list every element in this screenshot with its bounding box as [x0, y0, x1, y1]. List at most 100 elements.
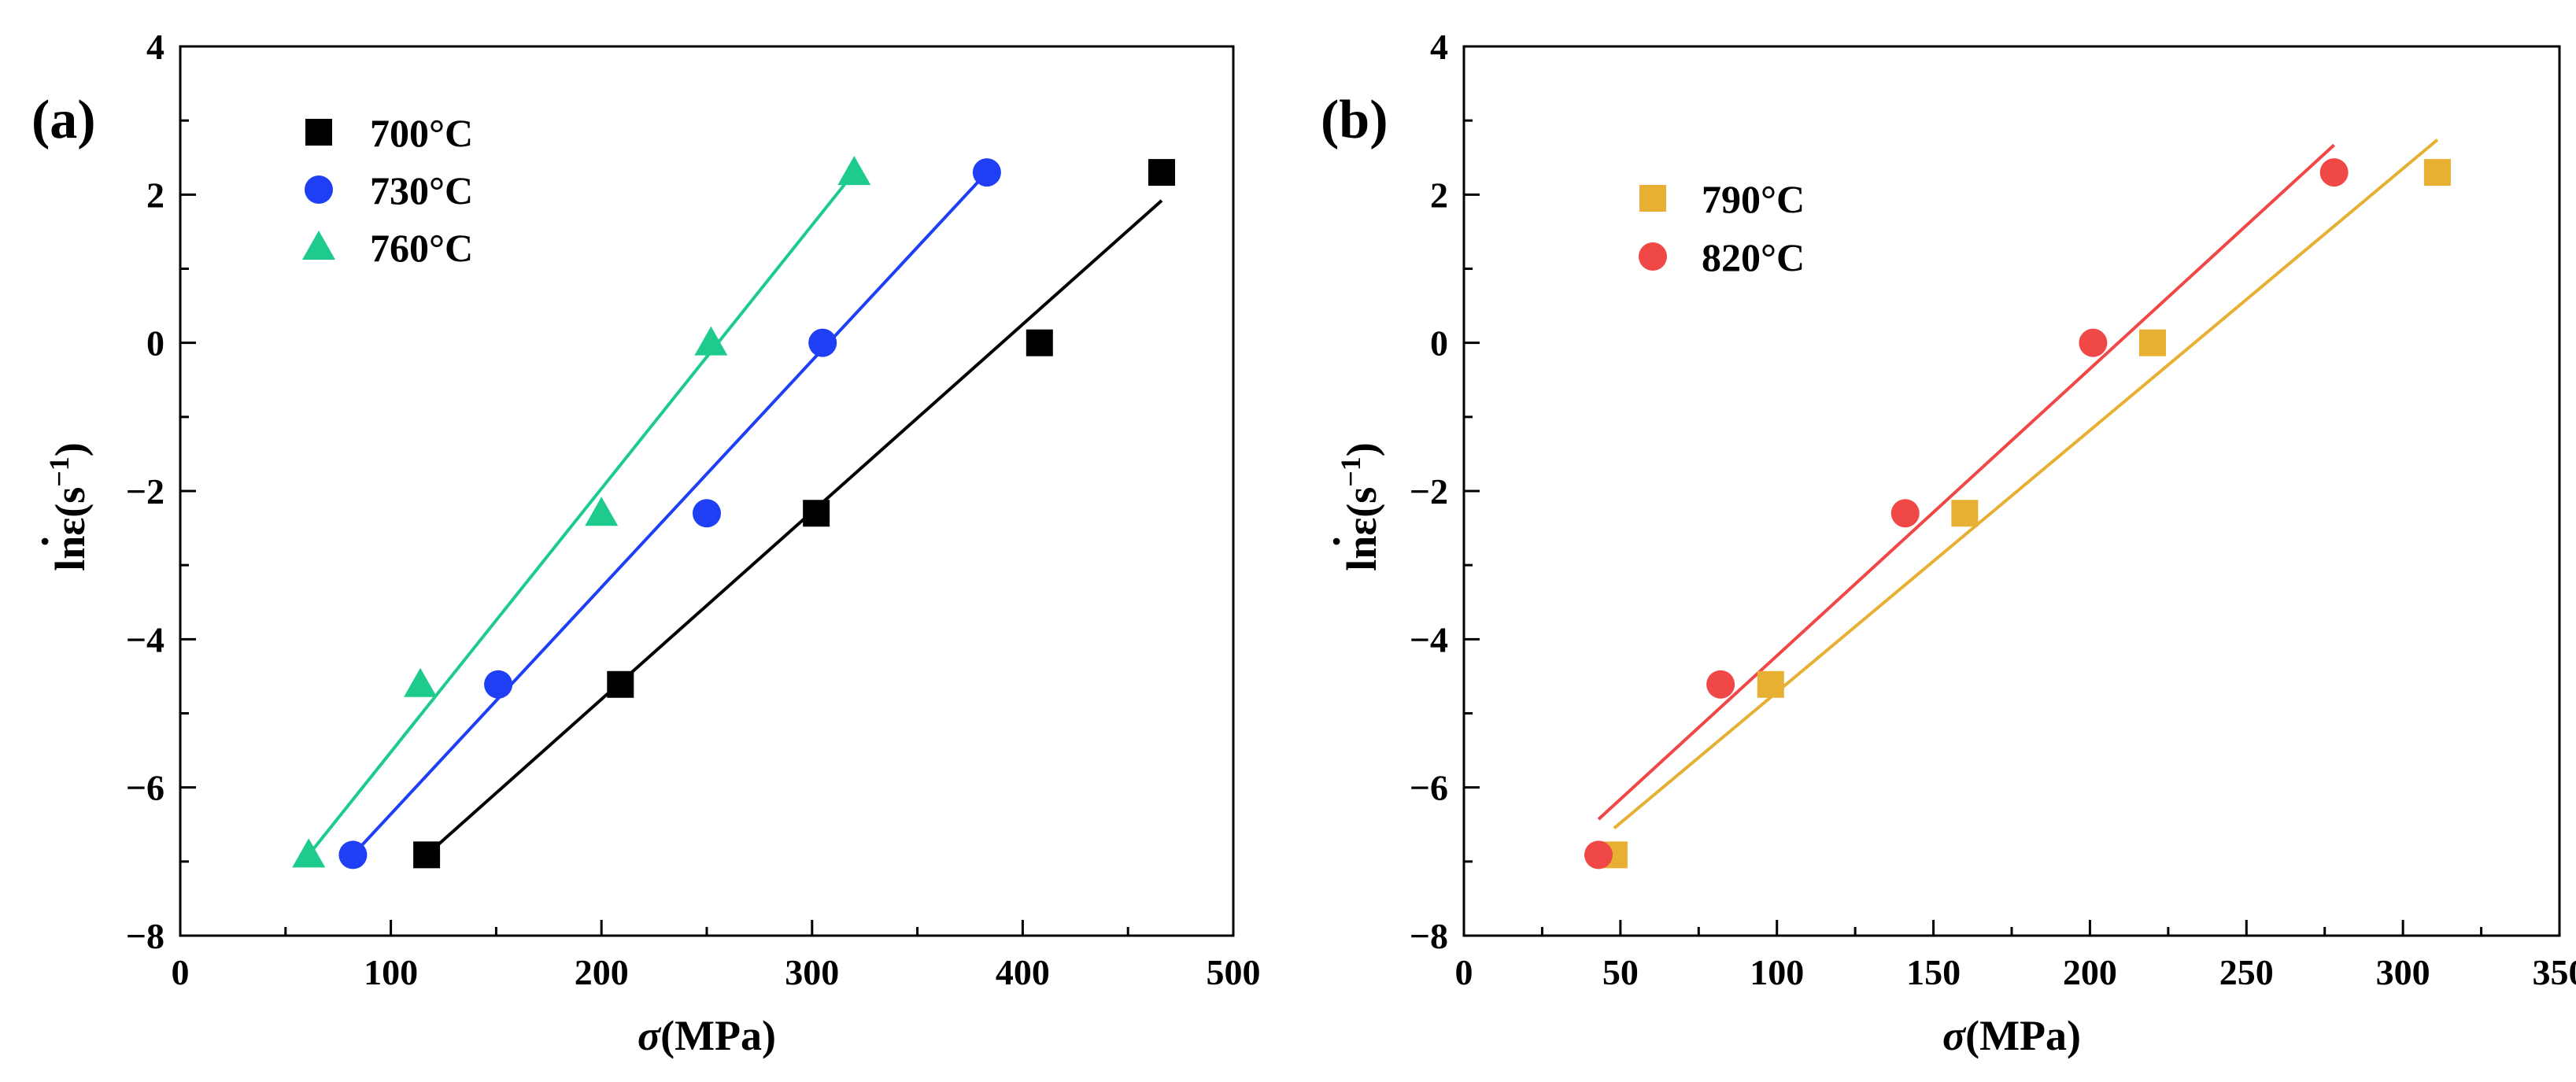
data-point-a: [484, 670, 513, 699]
y-tick-label-a: −4: [126, 619, 164, 659]
data-point-a: [413, 841, 441, 869]
data-point-b: [2138, 329, 2166, 356]
fit-lines-b: [1597, 138, 2439, 829]
y-tick-label-a: 2: [146, 175, 164, 215]
data-point-a: [1148, 159, 1176, 186]
data-point-a: [338, 840, 368, 870]
data-point-a: [404, 667, 438, 697]
x-axis-unit-a: (MPa): [660, 1012, 776, 1059]
y-tick-label-b: 2: [1430, 175, 1448, 215]
data-point-a: [837, 156, 871, 186]
legend-marker-a: [305, 119, 332, 146]
data-point-a: [803, 500, 830, 527]
y-axis-title-b: lnε(s−1) ·: [1313, 442, 1385, 571]
x-tick-label-b: 0: [1455, 952, 1473, 992]
y-axis-title-a: lnε(s−1) ·: [21, 442, 94, 571]
x-tick-label-b: 50: [1602, 952, 1639, 992]
fit-line-b: [1613, 138, 2439, 829]
data-point-a: [693, 499, 721, 528]
legend-marker-a: [302, 231, 335, 260]
legend-marker-b: [1639, 242, 1667, 271]
plot-area-a: [179, 45, 1235, 937]
data-point-a: [694, 326, 728, 356]
y-tick-label-a: 0: [146, 323, 164, 364]
x-tick-label-b: 300: [2376, 952, 2430, 992]
y-tick-label-b: −8: [1410, 916, 1448, 956]
panel-label-b: (b): [1321, 90, 1388, 150]
y-tick-label-b: −4: [1410, 619, 1448, 659]
y-axis-dot-b: ·: [1313, 534, 1360, 548]
x-tick-label-a: 200: [575, 952, 629, 992]
x-tick-label-a: 100: [364, 952, 418, 992]
fit-line-b: [1597, 143, 2335, 821]
data-point-b: [2423, 159, 2451, 186]
x-axis-var-a: σ: [638, 1012, 662, 1059]
legend-label-b: 820°C: [1702, 235, 1805, 279]
data-point-a: [808, 328, 837, 357]
y-axis-dot-a: ·: [21, 534, 68, 548]
fit-line-a: [307, 171, 856, 856]
y-axis-exp-a: −1: [43, 456, 75, 487]
chart-panel-b: 0 50 100 150 200 250 300 350 −8 −6 −4 −2 0 2 4 790°C 82…: [1313, 27, 2576, 1059]
plot-area-b: [1462, 45, 2561, 937]
x-tick-label-b: 100: [1750, 952, 1804, 992]
y-tick-label-b: −6: [1410, 768, 1448, 808]
data-point-b: [1951, 500, 1979, 527]
y-tick-label-b: 0: [1430, 323, 1448, 364]
y-axis-main-b: lnε: [1338, 518, 1385, 571]
fit-line-a: [425, 199, 1163, 856]
data-point-a: [607, 670, 634, 698]
data-point-a: [972, 158, 1001, 187]
legend-marker-b: [1639, 185, 1666, 212]
x-axis-var-b: σ: [1942, 1012, 1967, 1059]
svg-text:lnε(s−1): lnε(s−1): [43, 442, 94, 571]
svg-text:lnε(s−1): lnε(s−1): [1335, 442, 1385, 571]
x-tick-label-a: 0: [172, 952, 190, 992]
legend-label-a: 760°C: [370, 226, 473, 270]
y-tick-label-b: −2: [1410, 471, 1448, 511]
y-tick-label-a: −2: [126, 471, 164, 511]
legend-b: 790°C 820°C: [1639, 177, 1805, 279]
y-axis-exp-b: −1: [1335, 456, 1366, 487]
y-axis-main-a: lnε: [46, 518, 94, 571]
data-point-b: [2319, 158, 2349, 187]
y-axis-unit-close-b: ): [1338, 442, 1385, 456]
data-point-a: [585, 497, 619, 526]
x-tick-label-a: 300: [785, 952, 839, 992]
legend-label-b: 790°C: [1702, 177, 1805, 221]
y-tick-label-b: 4: [1430, 27, 1448, 67]
chart-panel-a: 0 100 200 300 400 500 −8 −6 −4 −2 0 2 4 700°C 730°C 76…: [21, 27, 1261, 1059]
x-axis-title-b: σ(MPa): [1942, 1012, 2081, 1059]
data-point-b: [2079, 328, 2108, 357]
data-points-b: [1584, 158, 2451, 870]
axis-ticks-a: 0 100 200 300 400 500 −8 −6 −4 −2 0 2 4: [126, 27, 1261, 992]
y-tick-label-a: −8: [126, 916, 164, 956]
data-point-a: [1026, 329, 1053, 356]
legend-a: 700°C 730°C 760°C: [302, 111, 473, 270]
fit-lines-a: [307, 171, 1163, 856]
data-points-a: [292, 156, 1176, 870]
x-tick-label-a: 400: [996, 952, 1050, 992]
axis-ticks-b: 0 50 100 150 200 250 300 350 −8 −6 −4 −2 0 2 4: [1410, 27, 2576, 992]
y-tick-label-a: −6: [126, 768, 164, 808]
data-point-b: [1706, 670, 1735, 699]
legend-label-a: 700°C: [370, 111, 473, 155]
legend-label-a: 730°C: [370, 168, 473, 212]
data-point-b: [1757, 670, 1784, 698]
x-axis-title-a: σ(MPa): [638, 1012, 776, 1059]
y-axis-unit-close-a: ): [46, 442, 94, 456]
x-tick-label-b: 250: [2219, 952, 2274, 992]
x-tick-label-b: 350: [2533, 952, 2576, 992]
x-tick-label-b: 150: [1906, 952, 1961, 992]
x-axis-unit-b: (MPa): [1965, 1012, 2081, 1059]
x-tick-label-b: 200: [2063, 952, 2117, 992]
data-point-b: [1584, 840, 1613, 870]
y-tick-label-a: 4: [146, 27, 164, 67]
fit-line-a: [351, 171, 989, 856]
x-tick-label-a: 500: [1207, 952, 1261, 992]
legend-marker-a: [305, 175, 333, 204]
data-point-a: [292, 838, 326, 868]
panel-label-a: (a): [31, 90, 96, 150]
data-point-b: [1890, 499, 1920, 528]
